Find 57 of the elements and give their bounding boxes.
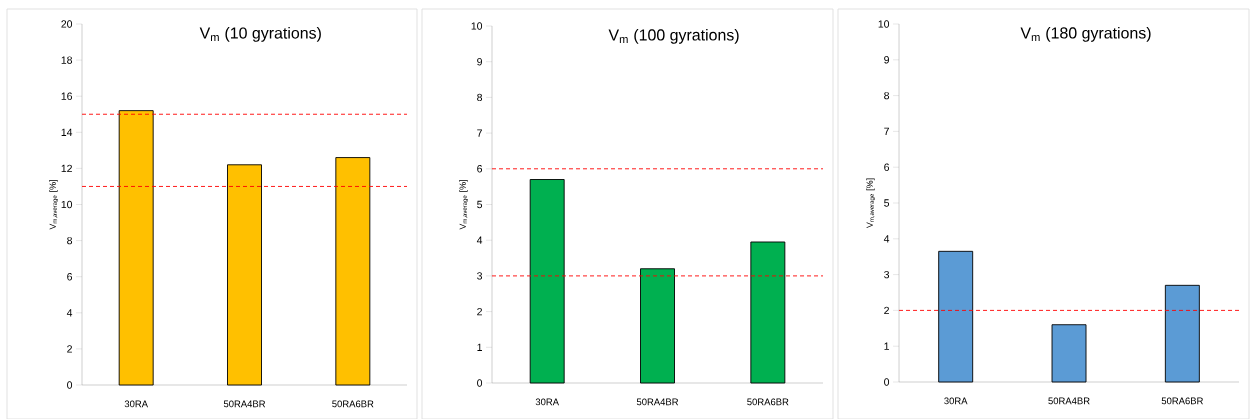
x-tick-label: 50RA4BR	[223, 400, 266, 408]
bar	[335, 157, 371, 386]
y-tick-label: 8	[477, 93, 483, 102]
x-tick-label: 50RA6BR	[332, 400, 374, 408]
y-tick-label: 3	[884, 270, 890, 279]
y-tick-label: 4	[66, 309, 73, 317]
y-tick-label: 8	[67, 236, 73, 245]
y-tick-label: 9	[884, 56, 889, 64]
y-tick-label: 0	[884, 378, 890, 386]
y-tick-label: 0	[477, 379, 483, 387]
y-tick-label: 6	[884, 163, 890, 171]
x-tick-label: 50RA4BR	[1048, 397, 1090, 405]
y-tick-label: 7	[477, 129, 482, 137]
x-tick-label: 50RA4BR	[636, 398, 679, 406]
y-tick-label: 20	[61, 20, 73, 28]
y-tick-label: 5	[477, 200, 483, 209]
y-tick-label: 4	[883, 235, 890, 243]
bar	[227, 164, 262, 386]
y-tick-label: 10	[61, 200, 73, 209]
bar	[1051, 324, 1087, 383]
y-axis-title: V$_{m,average}$ [%]	[866, 178, 876, 229]
y-axis-title: V$_{m,average}$ [%]	[49, 180, 58, 230]
y-tick-label: 3	[477, 272, 483, 280]
y-tick-label: 2	[884, 306, 889, 315]
y-tick-label: 16	[61, 92, 73, 100]
y-tick-label: 6	[477, 165, 483, 173]
y-tick-label: 1	[884, 342, 889, 350]
y-tick-label: 12	[61, 164, 72, 173]
y-tick-label: 8	[884, 91, 890, 100]
y-tick-label: 6	[67, 273, 73, 281]
y-tick-label: 7	[884, 127, 889, 135]
y-tick-label: 14	[61, 128, 73, 136]
y-tick-label: 0	[67, 381, 73, 389]
bar	[750, 241, 786, 384]
y-tick-label: 4	[476, 236, 483, 244]
bar	[640, 268, 675, 384]
x-tick-label: 30RA	[944, 397, 968, 405]
y-tick-label: 5	[884, 199, 890, 207]
chart-title: V$_{m}$ (10 gyrations)	[199, 26, 321, 42]
y-tick-label: 9	[477, 58, 482, 66]
bar	[529, 179, 565, 384]
y-tick-label: 10	[878, 20, 890, 28]
bar	[938, 250, 974, 383]
chart-title: V$_{m}$ (100 gyrations)	[608, 28, 739, 44]
x-tick-label: 50RA6BR	[747, 398, 789, 406]
x-tick-label: 30RA	[124, 400, 148, 408]
y-tick-label: 2	[477, 307, 482, 316]
x-tick-label: 50RA6BR	[1161, 397, 1203, 405]
bar	[1164, 284, 1200, 383]
chart-title: V$_{m}$ (180 gyrations)	[1020, 26, 1151, 42]
y-tick-label: 10	[471, 22, 483, 30]
y-tick-label: 1	[477, 343, 482, 351]
bar	[118, 110, 154, 386]
x-tick-label: 30RA	[535, 398, 559, 406]
y-axis-title: V$_{m,average}$ [%]	[459, 180, 469, 230]
y-tick-label: 18	[61, 56, 73, 64]
y-tick-label: 2	[67, 345, 72, 353]
